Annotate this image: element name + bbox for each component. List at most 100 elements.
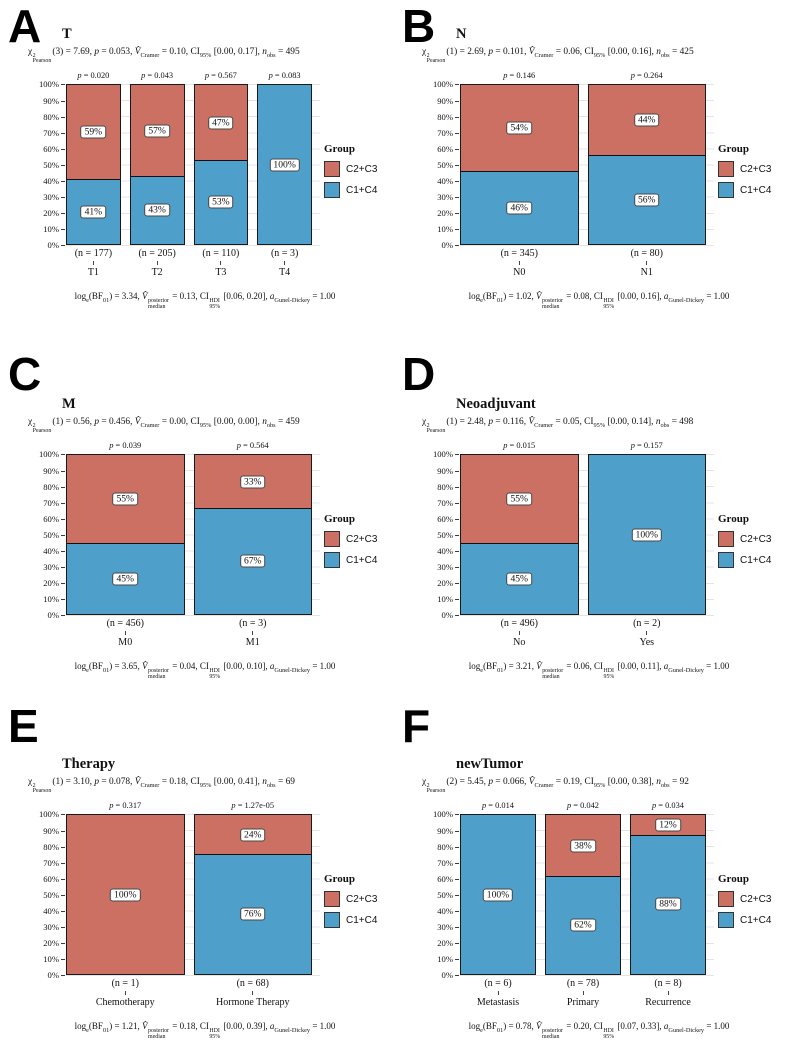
y-axis-tick-mark	[61, 599, 65, 601]
bayes-caption: loge(BF01) = 3.65, V̂ posterior median = 0…	[74, 661, 336, 680]
x-axis-tick-mark	[582, 991, 584, 996]
y-axis-tick-mark	[61, 197, 65, 199]
y-axis-tick-label: 30%	[43, 192, 59, 203]
p-value-label: p = 0.015	[503, 441, 536, 451]
n-label: (n = 177)	[74, 248, 113, 260]
p-value-label: p = 0.264	[630, 71, 663, 81]
category-label: T2	[151, 267, 163, 279]
y-axis-tick-label: 60%	[43, 873, 59, 884]
legend-swatch-c1c4	[324, 552, 340, 569]
n-label: (n = 3)	[239, 618, 267, 630]
percent-label: 44%	[633, 113, 660, 127]
n-label: (n = 110)	[202, 248, 240, 260]
percent-label: 47%	[208, 116, 234, 130]
y-axis-tick-mark	[455, 615, 459, 617]
y-axis-tick-label: 30%	[437, 192, 453, 203]
percent-label: 46%	[506, 201, 533, 215]
y-axis-tick-mark	[61, 814, 65, 816]
category-label: M0	[118, 637, 133, 649]
y-axis-tick-label: 90%	[437, 95, 453, 106]
chart-subtitle: χ 2 Pearson (3) = 7.69, p = 0.053, V̂Cramer…	[28, 47, 300, 65]
n-label: (n = 8)	[654, 978, 682, 990]
percent-label: 45%	[112, 572, 139, 586]
y-axis-tick-label: 80%	[437, 481, 453, 492]
stacked-bar: 59% 41%	[66, 84, 121, 246]
stacked-bar: 12% 88%	[630, 814, 706, 976]
y-axis-tick-mark	[61, 245, 65, 247]
y-axis-tick-label: 50%	[437, 159, 453, 170]
legend-item: C2+C3	[324, 531, 388, 548]
x-axis-tick-mark	[124, 991, 126, 996]
y-axis-tick-mark	[455, 116, 459, 118]
y-axis-tick-mark	[455, 830, 459, 832]
stacked-script: 2 Pearson	[32, 782, 52, 795]
percent-label: 59%	[80, 125, 107, 139]
legend-label: C1+C4	[740, 554, 772, 566]
bar-column: p = 0.043 57% 43% (n = 205) T2	[129, 71, 185, 279]
y-axis-tick-label: 80%	[43, 111, 59, 122]
stacked-script: posterior median	[148, 668, 169, 680]
y-axis-tick-label: 40%	[437, 906, 453, 917]
bar-column: p = 0.034 12% 88% (n = 8) Recurrence	[630, 801, 706, 1008]
stacked-bar: 54% 46%	[460, 84, 579, 246]
bar-columns: p = 0.146 54% 46% (n = 345) N0 p = 0.264 44% 56…	[460, 71, 714, 278]
stacked-script: 2 Pearson	[426, 422, 446, 435]
y-axis-tick-label: 70%	[43, 857, 59, 868]
p-value-label: p = 0.317	[109, 801, 142, 811]
stacked-bar: 57% 43%	[129, 84, 185, 246]
chart-subtitle: χ 2 Pearson (1) = 0.56, p = 0.456, V̂Cramer…	[28, 417, 300, 435]
x-axis-tick-mark	[646, 631, 648, 636]
y-axis-tick-label: 70%	[437, 497, 453, 508]
y-axis-tick-label: 0%	[441, 970, 453, 981]
y-axis-tick-label: 40%	[437, 546, 453, 557]
y-axis-tick-label: 60%	[437, 513, 453, 524]
chart-area: 100% 90% 80% 70% 60% 50% 40% 30% 20% 10% 0% p = 0.1…	[418, 71, 780, 278]
n-label: (n = 80)	[630, 248, 663, 260]
y-axis-tick-label: 30%	[437, 922, 453, 933]
bar-column: p = 0.317 100% (n = 1) Chemotherapy	[66, 801, 185, 1008]
plot-card: Neoadjuvant χ 2 Pearson (1) = 2.48, p = 0.11…	[418, 348, 780, 680]
legend-label: C1+C4	[346, 554, 378, 566]
legend-label: C1+C4	[740, 184, 772, 196]
y-axis-tick-mark	[61, 84, 65, 86]
y-axis-tick-label: 30%	[43, 562, 59, 573]
n-label: (n = 6)	[484, 978, 512, 990]
y-axis-tick-label: 50%	[43, 159, 59, 170]
legend: Group C2+C3 C1+C4	[324, 513, 388, 648]
category-label: M1	[245, 637, 260, 649]
stacked-script: posterior median	[148, 298, 169, 310]
category-label: Yes	[639, 637, 655, 649]
y-axis-tick-label: 100%	[38, 449, 59, 460]
p-value-label: p = 0.020	[77, 71, 110, 81]
y-axis: 100% 90% 80% 70% 60% 50% 40% 30% 20% 10% 0%	[24, 809, 66, 980]
bar-column: p = 0.564 33% 67% (n = 3) M1	[193, 441, 312, 649]
bar-columns: p = 0.020 59% 41% (n = 177) T1 p = 0.043 57% 43…	[66, 71, 320, 278]
bayes-caption: loge(BF01) = 3.34, V̂ posterior median = 0…	[74, 291, 336, 310]
y-axis-tick-label: 60%	[437, 873, 453, 884]
y-axis-tick-mark	[455, 583, 459, 585]
y-axis-tick-label: 20%	[437, 208, 453, 219]
y-axis-tick-mark	[455, 927, 459, 929]
bar-column: p = 0.014 100% (n = 6) Metastasis	[460, 801, 536, 1008]
n-label: (n = 496)	[500, 618, 538, 630]
y-axis-tick-label: 90%	[43, 95, 59, 106]
panel-d: D Neoadjuvant χ 2 Pearson (1) = 2.48, p = 0.1…	[394, 348, 788, 700]
stacked-script: HDI 95%	[603, 668, 615, 680]
y-axis-tick-label: 90%	[437, 825, 453, 836]
y-axis-tick-mark	[455, 943, 459, 945]
legend-swatch-c2c3	[718, 891, 734, 908]
legend-label: C1+C4	[740, 914, 772, 926]
y-axis-tick-mark	[61, 846, 65, 848]
legend-label: C2+C3	[346, 163, 378, 175]
y-axis-tick-mark	[61, 878, 65, 880]
bar-column: p = 0.567 47% 53% (n = 110) T3	[193, 71, 249, 278]
chart-area: 100% 90% 80% 70% 60% 50% 40% 30% 20% 10% 0% p = 0.0…	[418, 441, 780, 648]
x-axis-tick-mark	[252, 991, 254, 996]
category-label: Metastasis	[476, 997, 520, 1009]
y-axis-tick-mark	[61, 213, 65, 215]
stacked-bar: 38% 62%	[545, 814, 621, 976]
bar-column: p = 0.015 55% 45% (n = 496) No	[460, 441, 579, 648]
y-axis-tick-mark	[455, 148, 459, 150]
